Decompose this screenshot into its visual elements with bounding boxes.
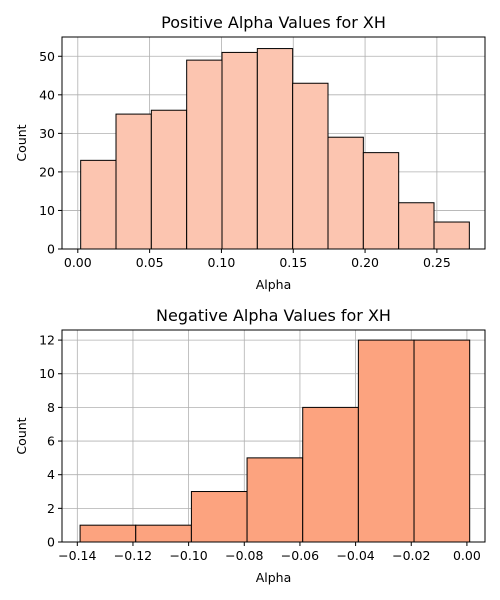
y-tick-label: 4 [47,467,55,482]
x-tick-label: −0.06 [281,548,319,563]
histogram-bar [256,48,294,250]
histogram-bar [190,491,248,543]
y-tick-label: 30 [39,126,55,141]
y-tick-label: 40 [39,87,55,102]
x-tick-label: −0.08 [225,548,263,563]
y-tick-label: 10 [39,203,55,218]
chart-title: Positive Alpha Values for XH [161,13,386,32]
plot-frame [61,36,486,250]
y-axis-label: Count [14,124,29,161]
x-tick-label: −0.14 [58,548,96,563]
histogram-bar [135,524,192,543]
histogram-bar [433,221,470,250]
x-tick-label: 0.00 [64,255,92,270]
histogram-bar [80,159,117,250]
y-tick-label: 10 [39,366,55,381]
histogram-bar [362,152,400,250]
histogram-bar [398,202,435,250]
histogram-bar [413,339,471,543]
plot-frame [61,329,486,543]
y-tick-label: 2 [47,501,55,516]
histogram-bar [327,136,364,250]
histogram-bar [246,457,304,543]
y-tick-label: 0 [47,535,55,550]
x-tick-label: 0.15 [279,255,307,270]
negative-alpha-histogram: Negative Alpha Values for XH Alpha Count… [14,306,486,585]
x-tick-label: 0.05 [136,255,164,270]
y-tick-label: 0 [47,242,55,257]
histogram-bar [292,82,329,250]
histogram-bar [115,113,152,250]
y-tick-label: 50 [39,49,55,64]
x-tick-label: 0.25 [423,255,451,270]
x-tick-label: 0.20 [351,255,379,270]
x-axis-label: Alpha [256,570,292,585]
y-axis-label: Count [14,417,29,454]
x-tick-label: −0.10 [169,548,207,563]
x-tick-label: 0.00 [453,548,481,563]
chart-title: Negative Alpha Values for XH [156,306,391,325]
x-tick-label: −0.02 [392,548,430,563]
x-axis-label: Alpha [256,277,292,292]
histogram-bar [302,406,359,543]
histogram-bar [357,339,415,543]
x-tick-label: −0.12 [114,548,152,563]
y-tick-label: 12 [39,333,55,348]
x-tick-label: −0.04 [336,548,374,563]
y-tick-label: 20 [39,164,55,179]
y-tick-label: 6 [47,434,55,449]
histogram-bar [221,51,258,250]
positive-alpha-histogram: Positive Alpha Values for XH Alpha Count… [14,13,486,292]
histogram-bar [79,524,137,543]
histogram-bar [186,59,223,250]
x-tick-label: 0.10 [208,255,236,270]
y-tick-label: 8 [47,400,55,415]
histogram-bar [150,109,188,250]
